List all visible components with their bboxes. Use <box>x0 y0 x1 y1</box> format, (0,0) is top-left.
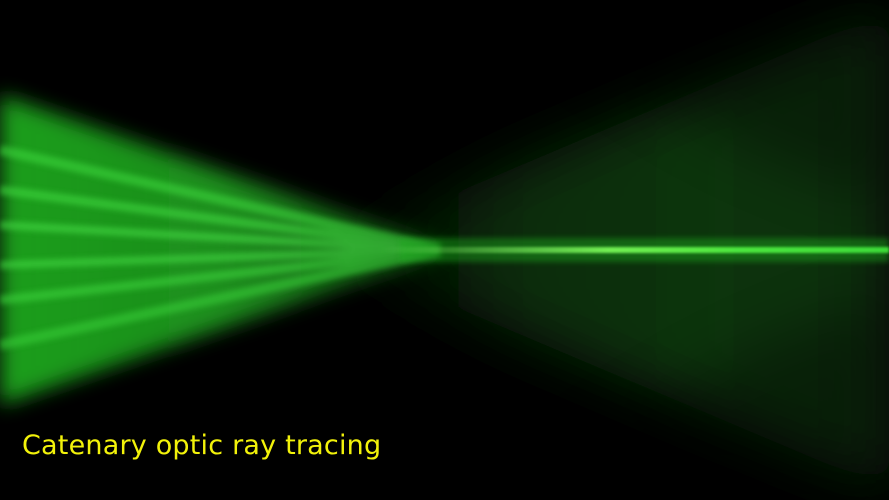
shadow-lower <box>520 300 889 500</box>
beam-core <box>380 247 889 253</box>
cone-streaks <box>0 145 442 350</box>
slide-caption: Catenary optic ray tracing <box>22 430 382 461</box>
shadow-upper <box>520 0 889 200</box>
